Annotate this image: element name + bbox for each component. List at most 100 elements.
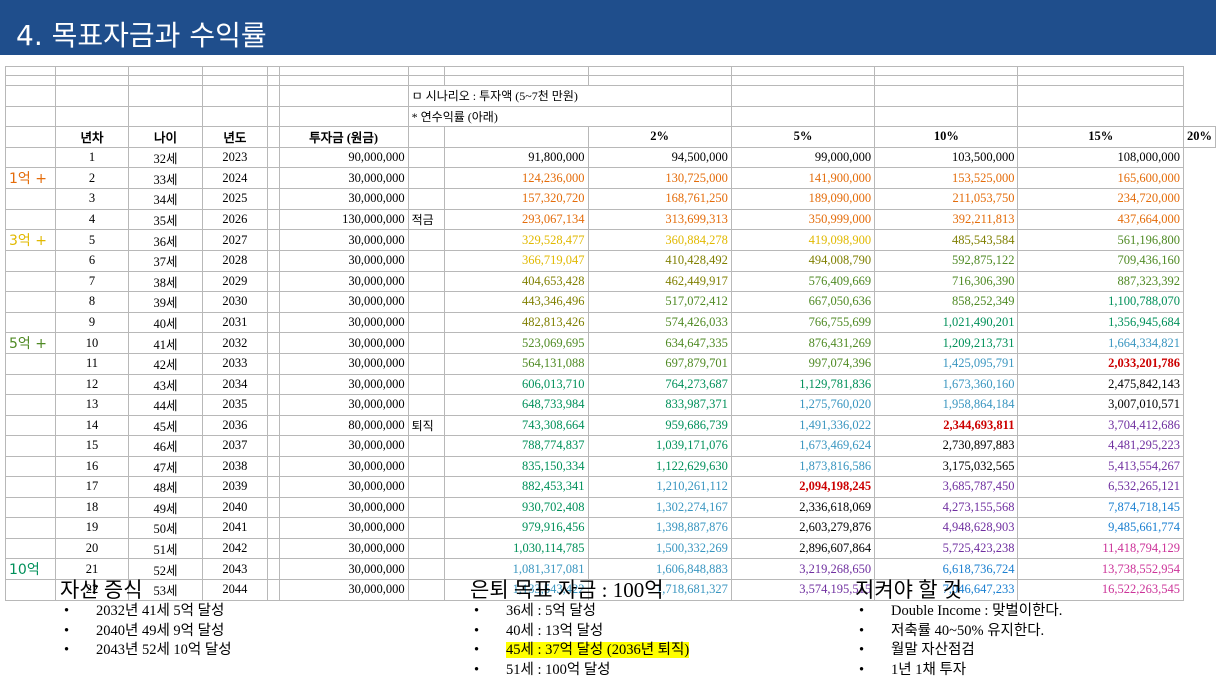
column-header: 15% xyxy=(1017,126,1184,148)
table-cell xyxy=(5,66,56,76)
value-cell: 1,500,332,269 xyxy=(587,537,732,559)
bullet-icon: • xyxy=(474,622,480,639)
table-row: 7 38세 2029 30,000,000 404,653,428 462,449,917… xyxy=(5,270,1216,292)
value-cell: 561,196,800 xyxy=(1017,229,1184,251)
list-item: • 월말 자산점검 xyxy=(855,641,1062,661)
investment-cell: 30,000,000 xyxy=(278,435,409,457)
table-row: * 연수익률 (아래) xyxy=(5,105,1216,127)
investment-cell: 30,000,000 xyxy=(278,332,409,354)
value-cell: 667,050,636 xyxy=(730,291,876,313)
table-cell xyxy=(874,85,1019,107)
year-index-cell: 18 xyxy=(54,496,130,518)
header-row: 년차 나이 년도 투자금 (원금) 2% 5% 10% 15% 20% xyxy=(5,126,1216,148)
list-item: • 45세 : 37억 달성 (2036년 퇴직) xyxy=(470,641,690,661)
table-cell xyxy=(278,105,409,127)
value-cell: 997,074,396 xyxy=(730,353,876,375)
value-cell: 517,072,412 xyxy=(587,291,732,313)
table-cell xyxy=(587,75,732,86)
value-cell: 16,522,263,545 xyxy=(1017,579,1184,601)
note-cell xyxy=(407,373,446,395)
note-cell xyxy=(407,229,446,251)
bullet-icon: • xyxy=(64,642,70,658)
table-cell xyxy=(444,75,589,86)
value-cell: 3,175,032,565 xyxy=(874,455,1019,477)
year-cell: 2033 xyxy=(201,353,268,375)
investment-cell: 30,000,000 xyxy=(278,353,409,375)
note-cell xyxy=(407,394,446,416)
bullet-icon: • xyxy=(859,642,865,658)
table-cell xyxy=(1017,66,1184,76)
table-cell xyxy=(266,435,280,457)
table-cell xyxy=(5,85,56,107)
year-index-cell: 20 xyxy=(54,537,130,559)
age-cell: 34세 xyxy=(128,188,203,210)
milestone-mark xyxy=(5,373,56,395)
note-cell xyxy=(407,146,446,168)
value-cell: 743,308,664 xyxy=(444,414,589,436)
value-cell: 11,418,794,129 xyxy=(1017,537,1184,559)
investment-cell: 30,000,000 xyxy=(278,250,409,272)
milestone-mark xyxy=(5,270,56,292)
bullet-icon: • xyxy=(859,603,865,619)
age-cell: 51세 xyxy=(128,537,203,559)
value-cell: 1,873,816,586 xyxy=(730,455,876,477)
value-cell: 94,500,000 xyxy=(587,146,732,168)
investment-cell: 30,000,000 xyxy=(278,537,409,559)
value-cell: 1,122,629,630 xyxy=(587,455,732,477)
value-cell: 858,252,349 xyxy=(874,291,1019,313)
value-cell: 437,664,000 xyxy=(1017,208,1184,230)
value-cell: 2,344,693,811 xyxy=(874,414,1019,436)
age-cell: 50세 xyxy=(128,517,203,539)
value-cell: 1,275,760,020 xyxy=(730,394,876,416)
year-cell: 2044 xyxy=(201,579,268,601)
year-cell: 2039 xyxy=(201,476,268,498)
table-cell xyxy=(266,455,280,477)
table-row: 12 43세 2034 30,000,000 606,013,710 764,273,68… xyxy=(5,373,1216,395)
milestone-mark: 5억 + xyxy=(5,332,56,354)
table-row: 19 50세 2041 30,000,000 979,916,456 1,398,887,… xyxy=(5,517,1216,539)
list-item-text: 2032년 41세 5억 달성 xyxy=(96,603,225,619)
investment-cell: 30,000,000 xyxy=(278,394,409,416)
value-cell: 3,574,195,515 xyxy=(730,579,876,601)
year-cell: 2026 xyxy=(201,208,268,230)
table-cell xyxy=(874,75,1019,86)
value-cell: 1,425,095,791 xyxy=(874,353,1019,375)
list-item-text: Double Income : 맞벌이한다. xyxy=(891,603,1063,619)
value-cell: 462,449,917 xyxy=(587,270,732,292)
section-title: 지켜야 할 것 xyxy=(855,578,963,602)
year-index-cell: 19 xyxy=(54,517,130,539)
investment-cell: 30,000,000 xyxy=(278,373,409,395)
section-title: 은퇴 목표 자금 : 100억 xyxy=(470,578,664,602)
value-cell: 959,686,739 xyxy=(587,414,732,436)
age-cell: 47세 xyxy=(128,455,203,477)
age-cell: 43세 xyxy=(128,373,203,395)
table-cell xyxy=(730,75,876,86)
table-cell xyxy=(407,126,446,148)
section-retirement-goal: 은퇴 목표 자금 : 100억 • 36세 : 5억 달성 • 40세 : 13억 달… xyxy=(470,578,690,680)
table-cell xyxy=(266,394,280,416)
age-cell: 35세 xyxy=(128,208,203,230)
value-cell: 130,725,000 xyxy=(587,167,732,189)
table-cell xyxy=(278,75,409,86)
milestone-mark xyxy=(5,455,56,477)
list-item: • 1년 1채 투자 xyxy=(855,661,1062,681)
value-cell: 1,491,336,022 xyxy=(730,414,876,436)
year-cell: 2038 xyxy=(201,455,268,477)
age-cell: 32세 xyxy=(128,146,203,168)
age-cell: 42세 xyxy=(128,353,203,375)
value-cell: 7,046,647,233 xyxy=(874,579,1019,601)
table-cell xyxy=(444,66,589,76)
investment-cell: 30,000,000 xyxy=(278,476,409,498)
value-cell: 3,007,010,571 xyxy=(1017,394,1184,416)
table-cell xyxy=(266,537,280,559)
value-cell: 1,210,261,112 xyxy=(587,476,732,498)
value-cell: 697,879,701 xyxy=(587,353,732,375)
value-cell: 168,761,250 xyxy=(587,188,732,210)
table-cell xyxy=(266,105,280,127)
column-header: 년도 xyxy=(201,126,268,148)
value-cell: 835,150,334 xyxy=(444,455,589,477)
year-index-cell: 7 xyxy=(54,270,130,292)
year-cell: 2043 xyxy=(201,558,268,580)
bullet-icon: • xyxy=(64,603,70,619)
column-header: 5% xyxy=(730,126,876,148)
